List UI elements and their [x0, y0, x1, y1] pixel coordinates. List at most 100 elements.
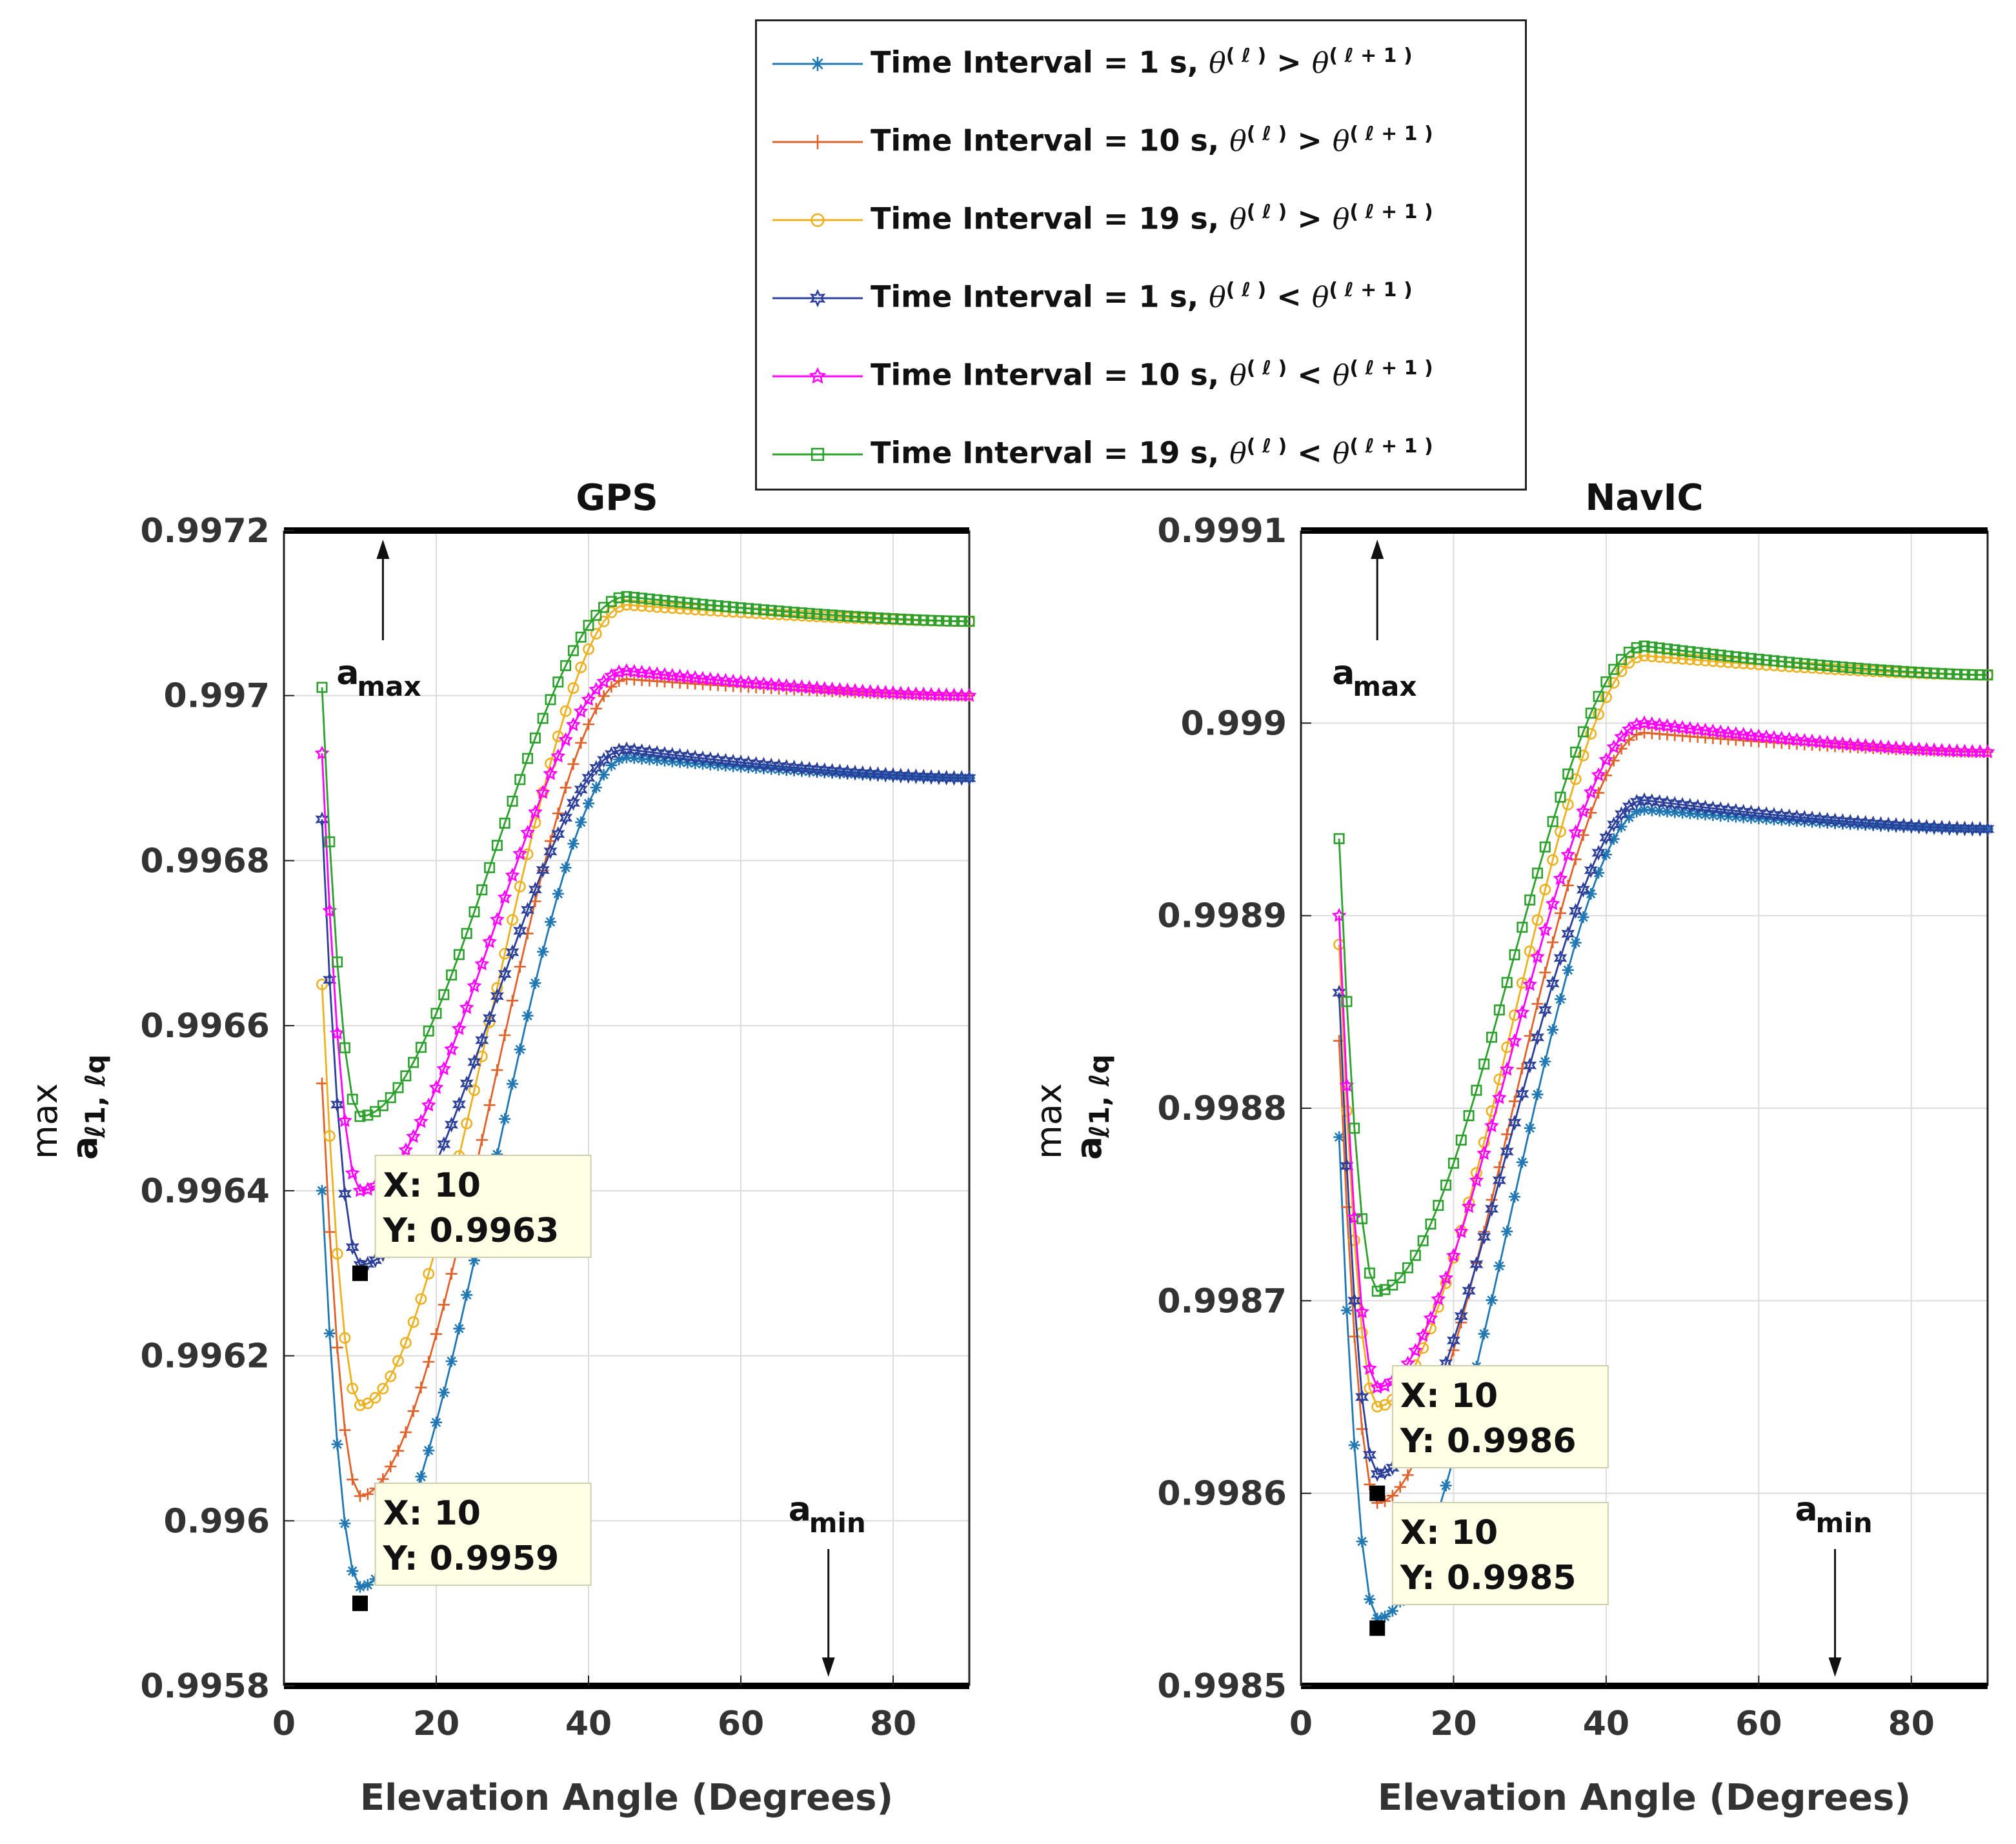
marker-square [1852, 662, 1864, 674]
marker-square [1944, 668, 1955, 680]
marker-plus [491, 1064, 503, 1076]
marker-square [362, 1109, 374, 1121]
marker-hexagram [1721, 802, 1735, 818]
legend-theta: θ [1229, 203, 1247, 236]
marker-square [1837, 661, 1848, 673]
marker-circle [461, 1117, 473, 1130]
marker-circle [1623, 656, 1635, 669]
marker-square [1425, 1218, 1436, 1230]
marker-asterisk [361, 1579, 374, 1591]
marker-asterisk [529, 977, 541, 989]
marker-circle [636, 600, 648, 612]
marker-square [887, 613, 899, 625]
marker-hexagram [665, 747, 680, 763]
marker-square [1692, 647, 1704, 658]
marker-square [392, 1082, 404, 1093]
marker-hexagram [1507, 1115, 1522, 1131]
marker-hexagram [1737, 804, 1751, 820]
marker-hexagram [1866, 815, 1880, 832]
legend-label-prefix: Time Interval = 19 s, [871, 201, 1230, 236]
marker-hexagram [1569, 903, 1583, 919]
marker-circle [392, 1355, 404, 1367]
marker-asterisk [1829, 817, 1841, 829]
marker-square [575, 631, 587, 643]
legend-swatch [772, 57, 863, 71]
datatip-marker [1369, 1485, 1386, 1501]
amin-label: a [1795, 1490, 1818, 1529]
marker-circle [316, 978, 328, 991]
marker-asterisk [834, 767, 846, 780]
marker-circle [529, 816, 541, 829]
marker-square [522, 753, 534, 764]
marker-plus [316, 1077, 328, 1089]
marker-plus [1547, 936, 1559, 948]
marker-star [1507, 1033, 1522, 1048]
amin-arrowhead [822, 1657, 835, 1677]
legend-label-prefix: Time Interval = 10 s, [871, 123, 1230, 158]
marker-star [535, 785, 550, 799]
marker-circle [407, 1316, 419, 1328]
marker-hexagram [1683, 798, 1697, 814]
marker-asterisk [1859, 819, 1871, 831]
marker-hexagram [1668, 796, 1682, 812]
legend-label-prefix: Time Interval = 10 s, [871, 357, 1230, 392]
marker-star [581, 692, 596, 706]
marker-hexagram [566, 795, 580, 811]
marker-star [1598, 752, 1614, 766]
marker-asterisk [583, 797, 594, 809]
marker-square [827, 609, 838, 621]
marker-asterisk [415, 1470, 427, 1483]
marker-square [1959, 669, 1971, 680]
y-tick-label: 0.9985 [1157, 1667, 1287, 1706]
marker-square [484, 862, 496, 873]
marker-square [880, 613, 891, 624]
marker-asterisk [1677, 807, 1689, 819]
marker-square [667, 596, 678, 607]
marker-asterisk [811, 57, 825, 71]
series-line [1338, 654, 1988, 1408]
marker-circle [1524, 945, 1536, 957]
marker-square [933, 615, 945, 627]
y-label-sub: ℓ1, ℓq [79, 1055, 111, 1139]
marker-square [705, 599, 716, 611]
marker-plus [507, 995, 518, 1007]
marker-asterisk [430, 1416, 442, 1428]
marker-square [1882, 665, 1894, 676]
marker-star [428, 1080, 444, 1094]
series-0 [1333, 804, 1993, 1625]
marker-square [1913, 667, 1925, 678]
marker-hexagram [1729, 803, 1743, 819]
marker-square [438, 989, 450, 1000]
legend-label-prefix: Time Interval = 19 s, [871, 435, 1230, 471]
marker-asterisk [1340, 1304, 1353, 1317]
marker-square [1364, 1267, 1375, 1279]
marker-asterisk [1638, 804, 1650, 816]
marker-square [347, 1093, 358, 1105]
x-tick-label: 60 [718, 1705, 764, 1743]
marker-star [589, 682, 604, 696]
marker-hexagram [1347, 1293, 1362, 1309]
marker-square [1531, 867, 1543, 879]
marker-hexagram [1820, 811, 1835, 828]
marker-circle [354, 1399, 366, 1412]
marker-asterisk [1577, 911, 1589, 924]
marker-circle [590, 628, 602, 640]
legend-sup: ( ℓ ) [1225, 279, 1267, 301]
y-tick-label: 0.9987 [1157, 1282, 1287, 1321]
legend-theta: θ [1311, 46, 1329, 80]
marker-hexagram [764, 757, 778, 774]
marker-square [1715, 649, 1726, 661]
datatip-box [1391, 1365, 1609, 1468]
marker-asterisk [1608, 833, 1620, 845]
marker-plus [1562, 879, 1574, 891]
marker-hexagram [437, 1136, 451, 1152]
marker-square [332, 956, 343, 968]
marker-hexagram [703, 751, 718, 767]
datatip-x: X: 10 [1400, 1377, 1498, 1415]
marker-square [636, 593, 648, 604]
legend-sup: ( ℓ ) [1246, 435, 1287, 458]
datatip-box [374, 1483, 592, 1586]
marker-hexagram [1530, 1029, 1545, 1046]
marker-star [527, 804, 543, 819]
marker-circle [499, 947, 511, 960]
